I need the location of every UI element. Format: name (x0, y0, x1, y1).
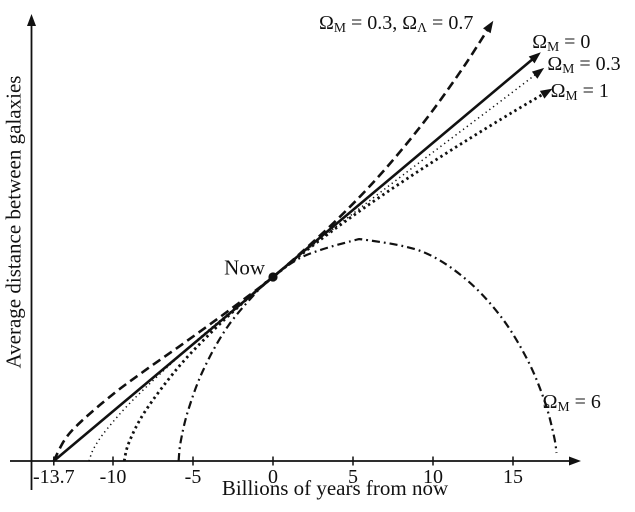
label-text-segment: M (333, 20, 347, 36)
label-text-segment: M (562, 61, 575, 77)
x-tick-label: 5 (348, 466, 358, 488)
label-text-segment: Ω (532, 31, 548, 54)
label-text-segment: = 0 (559, 31, 591, 54)
series-line-omega1 (122, 89, 549, 462)
label-text-segment: Ω (547, 53, 563, 76)
series-arrowhead-omega03 (531, 67, 545, 79)
x-axis-arrowhead (569, 456, 581, 466)
curve-label-omega6: ΩM = 6 (543, 392, 601, 414)
x-tick-label: 10 (423, 466, 443, 488)
label-text-segment: = 0.3, (346, 12, 403, 35)
now-label: Now (224, 255, 265, 280)
curve-label-omega0: ΩM = 0 (532, 33, 590, 55)
curve-label-omega1: ΩM = 1 (551, 81, 609, 103)
label-text-segment: M (565, 88, 578, 104)
series-line-omega6 (177, 237, 558, 462)
now-point (268, 272, 278, 282)
label-text-segment: Ω (550, 80, 566, 103)
series-arrowhead-omega1 (539, 88, 553, 99)
curve-label-lcdm: ΩM = 0.3, ΩΛ = 0.7 (319, 13, 473, 35)
x-tick-label: -5 (184, 466, 202, 488)
x-axis-label: Billions of years from now (221, 476, 449, 500)
y-axis-label: Average distance between galaxies (1, 75, 26, 369)
label-text-segment: Λ (417, 20, 428, 36)
curve-label-omega03: ΩM = 0.3 (547, 55, 620, 77)
x-tick-label: -13.7 (32, 466, 75, 488)
label-text-segment: Ω (402, 12, 418, 35)
label-text-segment: = 0.7 (427, 12, 474, 35)
series-arrowhead-lcdm (483, 20, 494, 34)
label-text-segment: = 6 (569, 391, 601, 414)
x-tick-label: 15 (503, 466, 523, 488)
label-text-segment: M (557, 399, 570, 415)
series-line-lcdm (52, 24, 492, 462)
y-axis-arrowhead (27, 14, 36, 26)
label-text-segment: Ω (319, 12, 334, 35)
label-text-segment: M (547, 39, 560, 55)
series-line-omega03 (88, 70, 541, 462)
series-arrowhead-omega0 (528, 52, 541, 64)
x-tick-label: -10 (99, 466, 127, 488)
label-text-segment: Ω (542, 391, 558, 414)
x-tick-label: 0 (268, 466, 278, 488)
label-text-segment: = 0.3 (574, 53, 621, 76)
label-text-segment: = 1 (577, 80, 609, 103)
